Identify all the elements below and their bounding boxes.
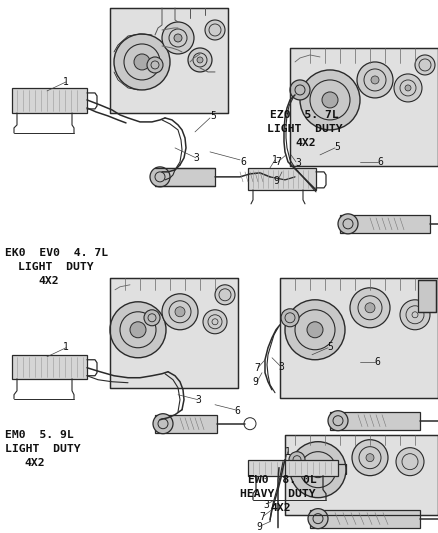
Text: 1: 1 bbox=[63, 77, 69, 87]
Text: LIGHT  DUTY: LIGHT DUTY bbox=[267, 124, 343, 134]
Circle shape bbox=[396, 448, 424, 475]
Bar bbox=[12, 88, 87, 113]
Circle shape bbox=[357, 62, 393, 98]
Text: 3: 3 bbox=[295, 158, 301, 168]
Bar bbox=[280, 278, 438, 398]
Bar bbox=[248, 459, 338, 475]
Circle shape bbox=[307, 322, 323, 338]
Circle shape bbox=[371, 76, 379, 84]
Bar bbox=[340, 215, 430, 233]
Text: LIGHT  DUTY: LIGHT DUTY bbox=[5, 443, 81, 454]
Text: 4X2: 4X2 bbox=[38, 276, 59, 286]
Bar bbox=[110, 8, 228, 113]
Text: 6: 6 bbox=[374, 357, 380, 367]
Text: 7: 7 bbox=[275, 157, 281, 167]
Circle shape bbox=[203, 310, 227, 334]
Circle shape bbox=[365, 303, 375, 313]
Circle shape bbox=[114, 34, 170, 90]
Circle shape bbox=[153, 414, 173, 434]
Text: HEAVY  DUTY: HEAVY DUTY bbox=[240, 489, 316, 499]
Circle shape bbox=[290, 442, 346, 498]
Circle shape bbox=[144, 310, 160, 326]
Circle shape bbox=[322, 92, 338, 108]
Circle shape bbox=[197, 57, 203, 63]
Bar bbox=[418, 280, 436, 312]
Bar bbox=[285, 435, 438, 515]
Text: 5: 5 bbox=[334, 142, 340, 152]
Text: 3: 3 bbox=[195, 395, 201, 405]
Text: EK0  EV0  4. 7L: EK0 EV0 4. 7L bbox=[5, 248, 108, 258]
Circle shape bbox=[147, 57, 163, 73]
Circle shape bbox=[174, 34, 182, 42]
Text: 9: 9 bbox=[252, 377, 258, 387]
Circle shape bbox=[300, 70, 360, 130]
Text: 6: 6 bbox=[377, 157, 383, 167]
Circle shape bbox=[175, 307, 185, 317]
Circle shape bbox=[405, 85, 411, 91]
Circle shape bbox=[310, 462, 326, 478]
Text: 4X2: 4X2 bbox=[270, 503, 291, 513]
Text: 6: 6 bbox=[234, 406, 240, 416]
Text: 5: 5 bbox=[210, 111, 216, 121]
Bar bbox=[110, 278, 238, 387]
Circle shape bbox=[188, 48, 212, 72]
Circle shape bbox=[352, 440, 388, 475]
Circle shape bbox=[215, 285, 235, 305]
Circle shape bbox=[350, 288, 390, 328]
Circle shape bbox=[281, 309, 299, 327]
Circle shape bbox=[150, 167, 170, 187]
Circle shape bbox=[134, 54, 150, 70]
Text: 3: 3 bbox=[263, 499, 269, 510]
Bar bbox=[310, 510, 420, 528]
Bar bbox=[330, 411, 420, 430]
Circle shape bbox=[205, 20, 225, 40]
Text: 6: 6 bbox=[240, 157, 246, 167]
Circle shape bbox=[308, 508, 328, 529]
Circle shape bbox=[394, 74, 422, 102]
Circle shape bbox=[162, 294, 198, 330]
Bar bbox=[12, 355, 87, 379]
Text: 1: 1 bbox=[285, 447, 291, 457]
Circle shape bbox=[290, 80, 310, 100]
Bar bbox=[248, 168, 316, 190]
Circle shape bbox=[130, 322, 146, 338]
Circle shape bbox=[400, 300, 430, 330]
Circle shape bbox=[289, 451, 305, 467]
Text: 7: 7 bbox=[254, 363, 260, 373]
Bar bbox=[155, 168, 215, 186]
Bar bbox=[155, 415, 217, 433]
Circle shape bbox=[110, 302, 166, 358]
Circle shape bbox=[162, 22, 194, 54]
Text: EM0  5. 9L: EM0 5. 9L bbox=[5, 430, 74, 440]
Text: 3: 3 bbox=[278, 362, 284, 372]
Text: 9: 9 bbox=[256, 522, 262, 531]
Text: 1: 1 bbox=[272, 155, 278, 165]
Circle shape bbox=[285, 300, 345, 360]
Text: EW0  8. 0L: EW0 8. 0L bbox=[248, 475, 317, 484]
Bar bbox=[290, 48, 438, 166]
Circle shape bbox=[366, 454, 374, 462]
Text: 7: 7 bbox=[259, 512, 265, 522]
Text: LIGHT  DUTY: LIGHT DUTY bbox=[18, 262, 94, 272]
Circle shape bbox=[415, 55, 435, 75]
Text: EZ0  5. 7L: EZ0 5. 7L bbox=[270, 110, 339, 120]
Circle shape bbox=[338, 214, 358, 234]
Text: 4X2: 4X2 bbox=[295, 138, 316, 148]
Text: 3: 3 bbox=[193, 153, 199, 163]
Text: 9: 9 bbox=[273, 176, 279, 186]
Text: 1: 1 bbox=[63, 342, 69, 352]
Text: 5: 5 bbox=[327, 342, 333, 352]
Circle shape bbox=[328, 411, 348, 431]
Text: 4X2: 4X2 bbox=[24, 458, 45, 467]
